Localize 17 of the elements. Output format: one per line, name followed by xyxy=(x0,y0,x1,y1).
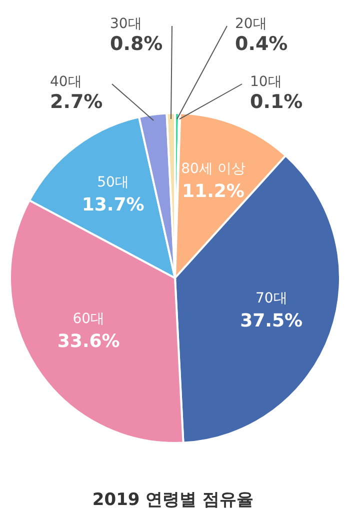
slice-label: 40대 xyxy=(50,74,82,90)
slice-label: 30대 xyxy=(110,16,142,32)
data-label: 13.7% xyxy=(82,194,144,216)
slice-label: 10대 xyxy=(250,74,282,90)
slice-label: 80세 이상 xyxy=(181,161,246,178)
slice-label: 70대 xyxy=(255,290,288,306)
data-label: 0.8% xyxy=(110,33,163,55)
data-label: 11.2% xyxy=(182,181,244,202)
text: 2019 연령별 점유율 xyxy=(92,490,254,510)
data-label: 33.6% xyxy=(57,330,120,352)
data-label: 0.4% xyxy=(235,33,288,55)
data-label: 2.7% xyxy=(50,91,103,113)
slice-label: 20대 xyxy=(235,16,267,32)
slice-label: 50대 xyxy=(97,174,129,191)
data-label: 37.5% xyxy=(240,310,303,332)
data-label: 0.1% xyxy=(250,91,303,113)
slice-label: 60대 xyxy=(72,310,105,327)
